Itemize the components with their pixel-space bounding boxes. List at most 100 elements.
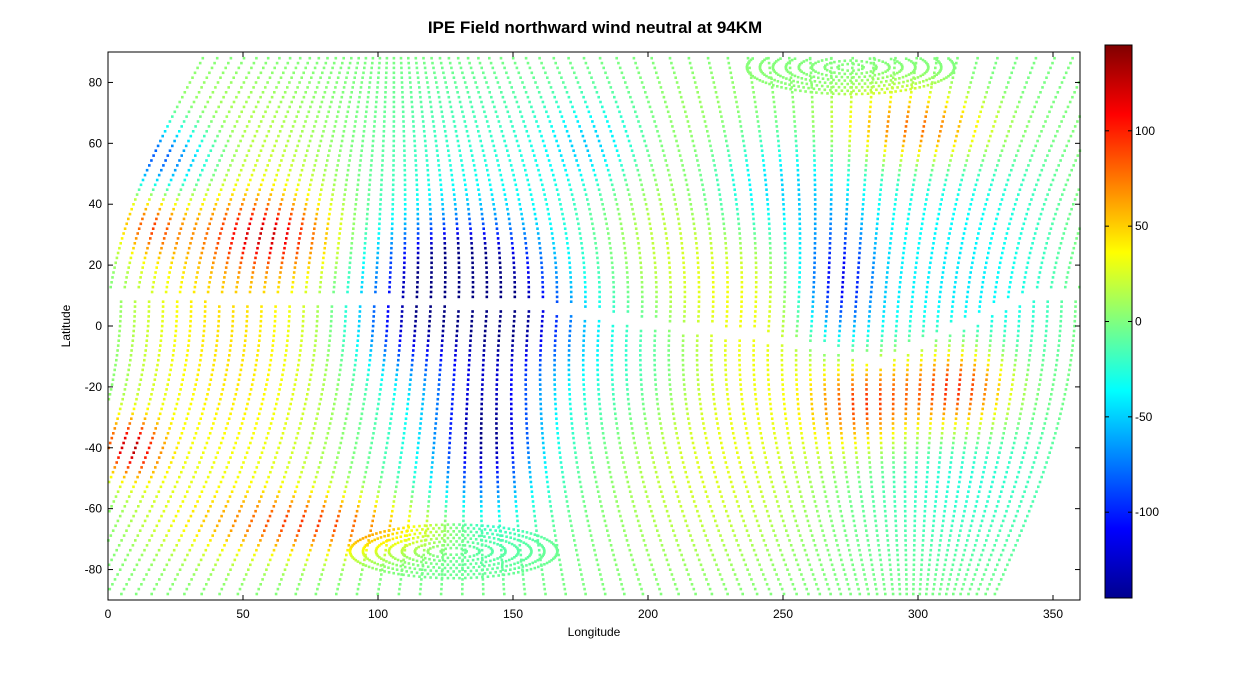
data-point — [333, 276, 337, 279]
data-point — [313, 222, 317, 226]
data-point — [389, 519, 392, 523]
data-point — [143, 354, 147, 357]
data-point — [364, 232, 368, 235]
data-point — [664, 505, 667, 508]
data-point — [147, 300, 151, 303]
data-point — [568, 514, 571, 518]
data-point — [724, 548, 728, 552]
data-point — [569, 281, 573, 284]
data-point — [539, 358, 542, 362]
data-point — [609, 86, 613, 89]
data-point — [467, 212, 471, 216]
data-point — [752, 217, 755, 221]
data-point — [383, 115, 386, 118]
data-point — [567, 95, 571, 99]
data-point — [683, 285, 687, 289]
data-point — [589, 115, 592, 118]
data-point — [328, 422, 332, 425]
data-point — [409, 86, 412, 89]
data-point — [333, 529, 336, 532]
data-point — [554, 539, 558, 542]
data-point — [321, 509, 324, 513]
data-point — [722, 451, 725, 454]
data-point — [160, 334, 163, 338]
data-point — [471, 110, 475, 114]
data-point — [585, 417, 588, 420]
data-point — [466, 134, 470, 138]
data-point — [675, 490, 678, 493]
data-point — [272, 461, 276, 464]
data-point — [187, 110, 191, 114]
data-point — [219, 441, 223, 445]
data-point — [709, 242, 713, 245]
data-point — [499, 290, 503, 294]
data-point — [689, 432, 693, 435]
data-point — [139, 183, 143, 187]
data-point — [754, 393, 757, 396]
data-point — [269, 470, 272, 474]
data-point — [166, 592, 170, 596]
data-point — [428, 193, 431, 196]
data-point — [569, 300, 573, 303]
data-point — [480, 388, 484, 391]
data-point — [758, 427, 762, 430]
data-point — [481, 105, 485, 109]
data-point — [655, 578, 658, 581]
data-point — [426, 344, 430, 347]
data-point — [160, 407, 163, 411]
data-point — [171, 456, 175, 459]
data-point — [371, 139, 375, 143]
data-point — [665, 558, 669, 562]
data-point — [323, 378, 326, 381]
data-point — [298, 237, 301, 240]
data-point — [218, 193, 221, 196]
data-point — [143, 417, 147, 420]
data-point — [449, 164, 452, 167]
data-point — [724, 344, 727, 347]
data-point — [387, 305, 390, 308]
data-point — [139, 222, 143, 226]
data-point — [660, 490, 663, 493]
data-point — [166, 125, 169, 128]
data-point — [223, 432, 226, 435]
data-point — [629, 198, 632, 201]
data-point — [774, 436, 777, 440]
data-point — [287, 412, 290, 416]
data-point — [594, 480, 598, 484]
data-point — [317, 56, 321, 60]
data-point — [238, 266, 242, 269]
data-point — [288, 217, 292, 221]
data-point — [221, 183, 225, 187]
data-point — [767, 383, 770, 386]
data-point — [596, 334, 600, 338]
data-point — [745, 164, 749, 167]
data-point — [380, 470, 384, 474]
data-point — [497, 509, 501, 513]
data-point — [671, 66, 675, 70]
data-point — [563, 222, 566, 226]
data-point — [121, 509, 124, 513]
data-point — [377, 490, 380, 493]
data-point — [311, 432, 315, 435]
data-point — [539, 251, 542, 255]
data-point — [606, 529, 609, 532]
data-point — [707, 222, 711, 226]
data-point — [413, 139, 416, 143]
data-point — [189, 319, 192, 323]
data-point — [465, 402, 469, 406]
data-point — [627, 485, 631, 489]
data-point — [248, 290, 252, 294]
data-point — [451, 183, 455, 187]
data-point — [611, 378, 614, 381]
data-point — [663, 227, 667, 230]
data-point — [624, 354, 628, 357]
data-point — [413, 334, 416, 338]
data-point — [455, 217, 458, 221]
data-point — [273, 91, 276, 94]
data-point — [385, 56, 389, 60]
data-point — [352, 81, 355, 84]
data-point — [623, 125, 626, 128]
data-point — [131, 412, 134, 416]
data-point — [319, 514, 323, 518]
data-point — [147, 402, 151, 406]
